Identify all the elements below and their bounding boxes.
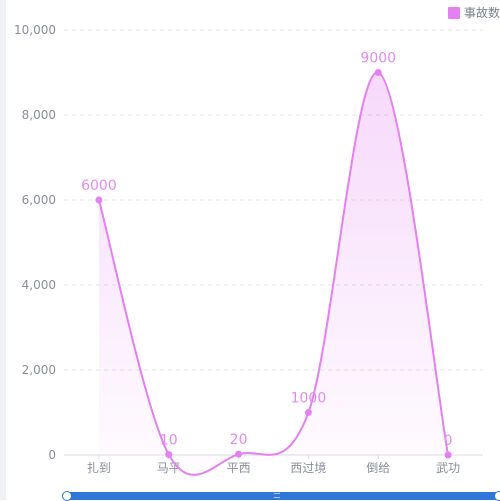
data-point[interactable] (444, 451, 452, 459)
data-label: 10 (160, 433, 178, 449)
data-point[interactable] (95, 196, 103, 204)
data-point[interactable] (165, 451, 173, 459)
data-point[interactable] (304, 409, 312, 416)
datazoom-grip-icon[interactable] (274, 493, 280, 498)
legend[interactable]: 事故数 (447, 4, 500, 21)
legend-swatch-icon (447, 6, 460, 19)
datazoom-slider-bar[interactable] (62, 492, 500, 500)
x-tick-label: 倒给 (366, 461, 390, 475)
y-tick-label: 10,000 (14, 23, 56, 37)
data-point[interactable] (374, 69, 382, 76)
data-label: 9000 (360, 51, 396, 67)
data-label: 6000 (81, 178, 117, 194)
data-label: 0 (444, 433, 453, 449)
y-tick-label: 0 (48, 448, 56, 462)
x-tick-label: 平西 (227, 461, 251, 475)
series-area-fill (98, 72, 449, 475)
data-point[interactable] (235, 450, 243, 458)
x-tick-label: 扎到 (87, 461, 111, 475)
x-tick-label: 武功 (436, 461, 460, 475)
legend-label: 事故数 (463, 6, 500, 20)
data-label: 20 (230, 432, 248, 448)
left-edge-strip (0, 0, 6, 500)
y-tick-label: 2,000 (22, 363, 56, 377)
y-tick-label: 4,000 (22, 278, 56, 292)
y-tick-label: 6,000 (22, 193, 56, 207)
data-label: 1000 (291, 391, 327, 407)
y-tick-label: 8,000 (22, 108, 56, 122)
x-tick-label: 西过境 (290, 460, 326, 475)
